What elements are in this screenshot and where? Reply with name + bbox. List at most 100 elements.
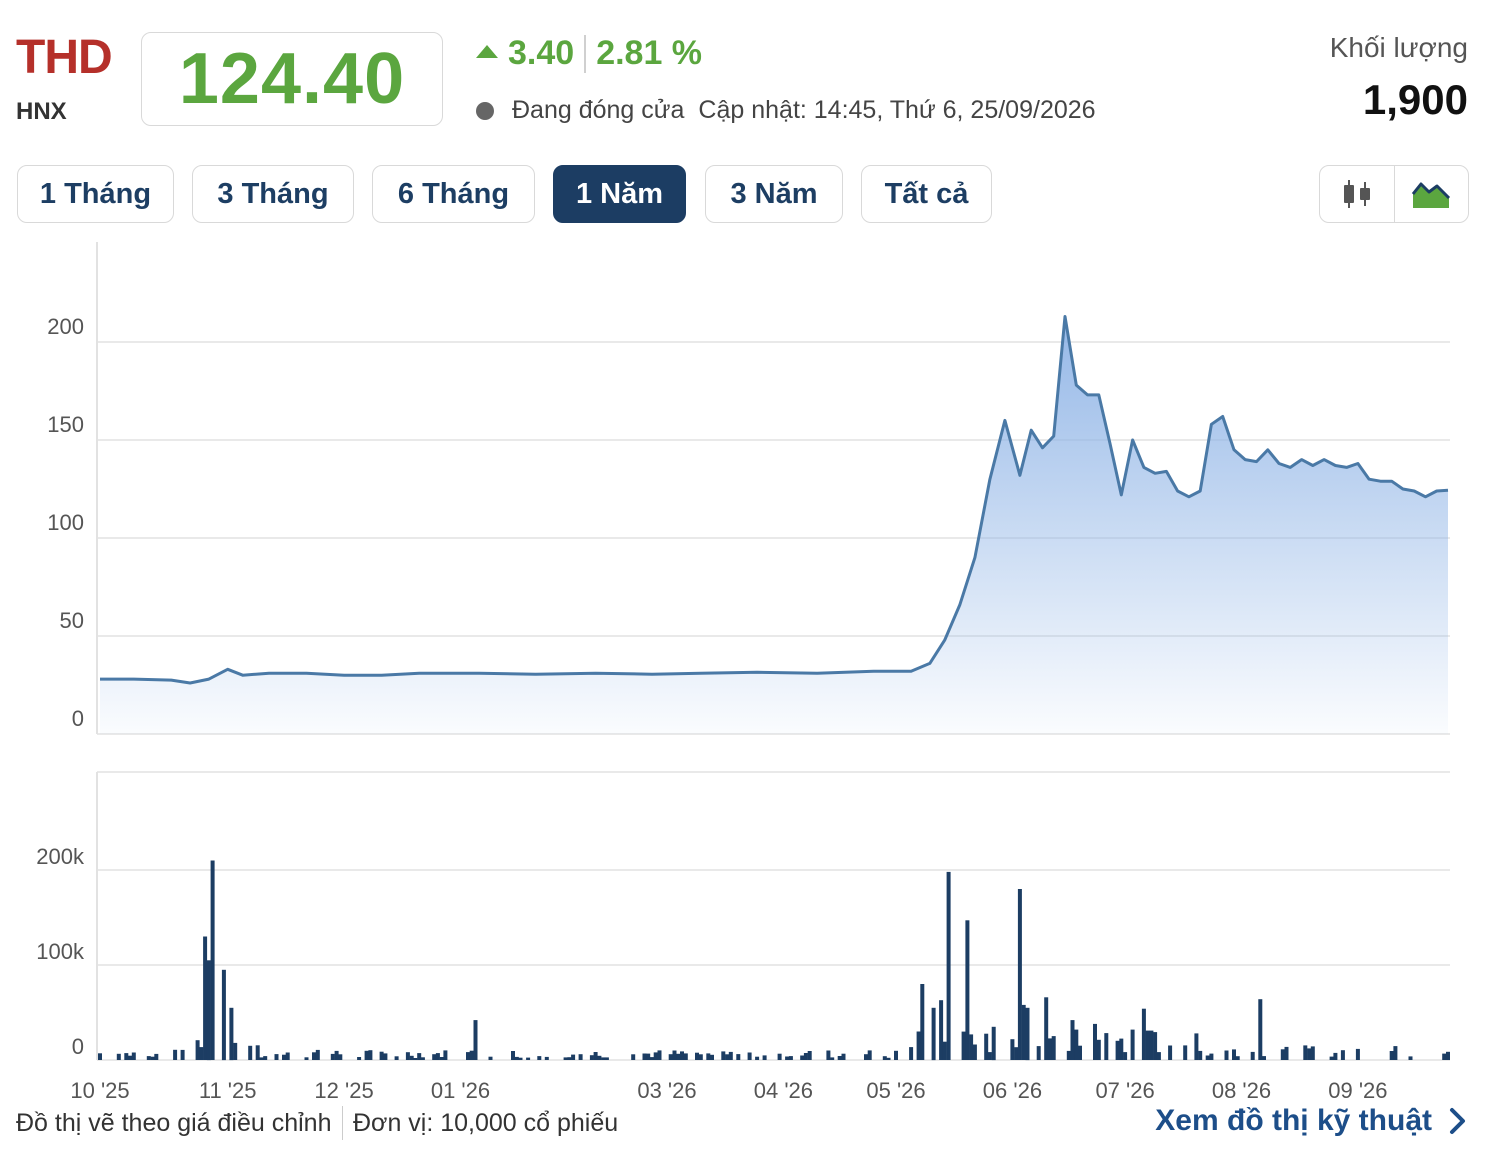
volume-bar bbox=[841, 1053, 846, 1060]
price-y-tick-label: 200 bbox=[47, 314, 84, 339]
x-tick-label: 07 '26 bbox=[1095, 1078, 1154, 1102]
volume-bar bbox=[1036, 1046, 1041, 1060]
volume-bar bbox=[593, 1052, 598, 1060]
price-area-chart[interactable]: 0 50 100 150 200 bbox=[0, 240, 1498, 740]
status-text: Đang đóng cửa bbox=[512, 96, 685, 124]
range-button-1-month[interactable]: 1 Tháng bbox=[17, 165, 174, 223]
range-button-3-months[interactable]: 3 Tháng bbox=[192, 165, 354, 223]
volume-bar bbox=[206, 960, 211, 1061]
volume-bar bbox=[1310, 1046, 1315, 1060]
divider bbox=[341, 1106, 343, 1140]
volume-bar bbox=[1141, 1008, 1146, 1060]
x-tick-label: 12 '25 bbox=[314, 1078, 373, 1102]
volume-bar bbox=[882, 1056, 887, 1060]
volume-bar bbox=[1074, 1029, 1079, 1060]
volume-bar bbox=[334, 1050, 339, 1060]
volume-bar bbox=[961, 1031, 966, 1060]
volume-bar bbox=[1066, 1050, 1071, 1060]
volume-bar bbox=[604, 1057, 609, 1060]
candlestick-icon bbox=[1343, 180, 1370, 208]
volume-bar bbox=[203, 936, 208, 1060]
range-button-1-year[interactable]: 1 Năm bbox=[553, 165, 686, 223]
x-tick-label: 01 '26 bbox=[431, 1078, 490, 1102]
volume-bar bbox=[98, 1053, 102, 1060]
volume-bar bbox=[747, 1052, 752, 1060]
volume-bar bbox=[1235, 1056, 1240, 1060]
volume-bar bbox=[597, 1055, 602, 1060]
candlestick-button[interactable] bbox=[1320, 166, 1394, 222]
change-value: 3.40 bbox=[508, 34, 575, 72]
volume-bar bbox=[1393, 1046, 1398, 1060]
volume-bar bbox=[695, 1052, 699, 1060]
volume-bar bbox=[357, 1057, 362, 1060]
volume-bar bbox=[315, 1049, 320, 1060]
volume-bar bbox=[680, 1051, 684, 1060]
volume-bar bbox=[1258, 999, 1263, 1060]
volume-bar bbox=[469, 1050, 474, 1060]
volume-bar bbox=[1224, 1050, 1229, 1060]
technical-chart-link-label: Xem đồ thị kỹ thuật bbox=[1155, 1104, 1432, 1137]
volume-bar bbox=[1280, 1049, 1285, 1060]
volume-bar bbox=[473, 1020, 478, 1060]
volume-bar bbox=[946, 871, 951, 1060]
volume-bar bbox=[409, 1055, 414, 1060]
chart-footer: Đồ thị vẽ theo giá điều chỉnh Đơn vị: 10… bbox=[16, 1106, 618, 1140]
volume-bar bbox=[886, 1057, 891, 1060]
volume-bar bbox=[698, 1054, 703, 1060]
volume-bar bbox=[920, 984, 925, 1060]
volume-bar bbox=[1303, 1045, 1308, 1060]
volume-bar bbox=[1096, 1039, 1101, 1060]
volume-bar bbox=[255, 1045, 260, 1060]
volume-bar bbox=[116, 1053, 121, 1060]
technical-chart-link[interactable]: Xem đồ thị kỹ thuật bbox=[1155, 1104, 1470, 1138]
volume-bar bbox=[128, 1055, 132, 1060]
volume-bar bbox=[894, 1050, 898, 1060]
volume-bar bbox=[987, 1052, 992, 1060]
range-button-6-months[interactable]: 6 Tháng bbox=[372, 165, 535, 223]
volume-bar bbox=[154, 1053, 159, 1060]
volume-bar bbox=[420, 1057, 425, 1060]
volume-bar bbox=[1355, 1048, 1360, 1060]
volume-bar bbox=[807, 1051, 812, 1060]
volume-bar bbox=[1010, 1039, 1015, 1060]
volume-bar bbox=[728, 1051, 733, 1060]
area-chart-button[interactable] bbox=[1393, 166, 1469, 222]
range-button-all[interactable]: Tất cả bbox=[861, 165, 992, 223]
current-price: 124.40 bbox=[178, 39, 406, 119]
range-button-3-years[interactable]: 3 Năm bbox=[705, 165, 843, 223]
volume-bar bbox=[511, 1051, 515, 1060]
volume-bar bbox=[991, 1026, 996, 1061]
x-tick-label: 05 '26 bbox=[866, 1078, 925, 1102]
volume-bar bbox=[826, 1050, 831, 1060]
volume-bar bbox=[259, 1057, 264, 1060]
volume-bar bbox=[1183, 1045, 1188, 1060]
volume-bar bbox=[710, 1054, 714, 1060]
volume-bar bbox=[435, 1053, 440, 1060]
volume-bar bbox=[413, 1058, 418, 1060]
volume-bar bbox=[1070, 1020, 1075, 1060]
volume-bar bbox=[1014, 1047, 1019, 1060]
volume-bar bbox=[383, 1053, 388, 1060]
volume-bar bbox=[263, 1056, 268, 1060]
volume-bar bbox=[1048, 1038, 1052, 1060]
volume-bar bbox=[578, 1054, 583, 1060]
volume-bar bbox=[439, 1057, 444, 1060]
volume-bar bbox=[800, 1055, 805, 1060]
volume-bar bbox=[736, 1054, 741, 1060]
volume-bar bbox=[1025, 1007, 1030, 1061]
volume-bar bbox=[405, 1052, 410, 1060]
volume-bar bbox=[526, 1057, 531, 1060]
price-series-line bbox=[100, 315, 1449, 685]
volume-bar bbox=[1340, 1050, 1345, 1060]
volume-bar bbox=[1078, 1045, 1082, 1060]
volume-bar bbox=[1130, 1029, 1135, 1060]
volume-bar bbox=[1262, 1056, 1266, 1060]
volume-bar bbox=[229, 1007, 234, 1061]
volume-bar bbox=[199, 1047, 204, 1060]
volume-bar bbox=[939, 1000, 944, 1060]
volume-bar bbox=[1156, 1052, 1161, 1060]
exchange-label: HNX bbox=[16, 98, 67, 125]
volume-bar-chart[interactable]: 0 100k 200k 10 '25 11 '25 12 '25 01 '26 03 '26 0… bbox=[0, 770, 1498, 1102]
price-change: 3.40 2.81 % bbox=[476, 34, 702, 73]
volume-bar bbox=[931, 1007, 936, 1061]
